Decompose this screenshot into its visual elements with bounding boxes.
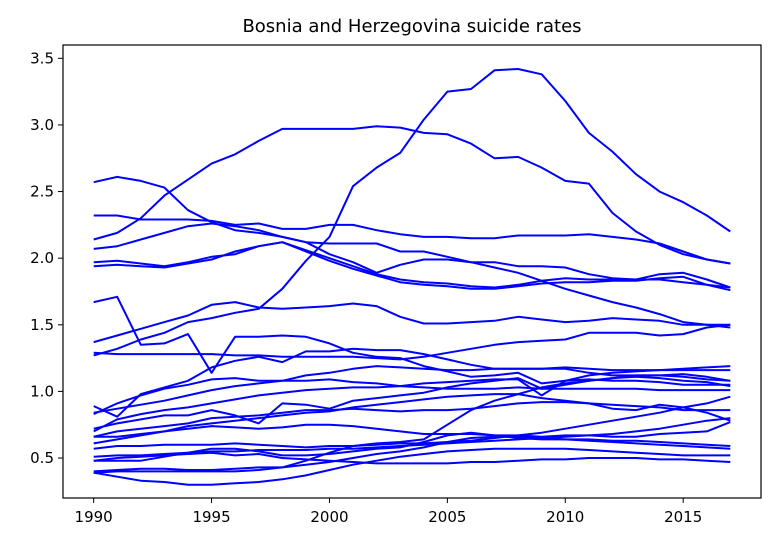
plot-frame <box>62 44 762 499</box>
x-tick-label: 2005 <box>428 508 466 526</box>
series-line-7 <box>93 241 731 292</box>
chart-title: Bosnia and Herzegovina suicide rates <box>242 16 581 37</box>
series-line-22 <box>93 435 731 473</box>
x-tick-label: 2010 <box>546 508 584 526</box>
series-line-24 <box>93 447 731 486</box>
series-line-2 <box>93 175 731 326</box>
x-tick-label: 2015 <box>664 508 702 526</box>
y-tick-label: 2.5 <box>30 183 54 201</box>
series-line-21 <box>93 431 731 462</box>
series-line-18 <box>93 421 731 445</box>
x-axis: 1990 1995 2000 2005 2010 2015 <box>75 498 702 526</box>
series-line-19 <box>93 395 731 450</box>
x-tick-label: 1995 <box>192 508 230 526</box>
y-axis: 0.5 1.0 1.5 2.0 2.5 3.0 3.5 <box>30 49 63 467</box>
series-line-11 <box>93 347 731 418</box>
y-tick-label: 3.5 <box>30 49 54 67</box>
series-line-16 <box>93 401 731 438</box>
series-line-4 <box>93 214 731 265</box>
y-tick-label: 2.0 <box>30 249 54 267</box>
series-line-1 <box>93 125 731 265</box>
y-tick-label: 3.0 <box>30 116 54 134</box>
series-line-10 <box>93 323 731 361</box>
series-line-6 <box>93 241 731 289</box>
series-line-17 <box>93 393 731 438</box>
series-line-25 <box>93 451 731 465</box>
series-layer <box>93 68 731 486</box>
x-tick-label: 2000 <box>310 508 348 526</box>
series-line-12 <box>93 365 731 416</box>
series-line-9 <box>93 68 731 357</box>
series-line-8 <box>93 301 731 344</box>
series-line-23 <box>93 375 731 474</box>
y-tick-label: 1.5 <box>30 316 54 334</box>
series-line-13 <box>93 378 731 414</box>
x-tick-label: 1990 <box>75 508 113 526</box>
y-tick-label: 1.0 <box>30 382 54 400</box>
series-line-14 <box>93 365 731 433</box>
y-tick-label: 0.5 <box>30 449 54 467</box>
